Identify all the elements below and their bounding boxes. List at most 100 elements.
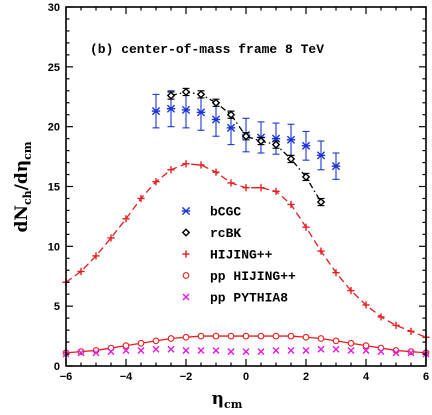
y-tick-label: 0 bbox=[54, 361, 60, 373]
series-line-rcbk bbox=[170, 91, 322, 203]
data-point bbox=[137, 339, 145, 347]
y-axis-label: dNch/dηcm bbox=[12, 141, 34, 232]
data-point bbox=[362, 342, 370, 350]
legend-label: rcBK bbox=[210, 226, 241, 241]
legend-item-pp-hijingplusplus: pp HIJING++ bbox=[182, 269, 296, 284]
series-layer bbox=[62, 87, 430, 358]
y-tick-label: 5 bbox=[54, 301, 60, 313]
data-point bbox=[347, 339, 355, 347]
series-rcbk bbox=[166, 87, 326, 207]
data-point bbox=[272, 346, 280, 354]
data-point bbox=[137, 346, 145, 354]
data-point bbox=[287, 200, 295, 209]
data-point bbox=[182, 160, 190, 168]
data-point bbox=[347, 346, 355, 354]
y-tick-label: 10 bbox=[48, 241, 60, 253]
data-point bbox=[196, 90, 206, 99]
data-point bbox=[152, 178, 160, 186]
data-point bbox=[407, 348, 415, 355]
data-point bbox=[166, 91, 176, 100]
legend-marker bbox=[182, 250, 190, 258]
data-point bbox=[227, 348, 235, 356]
x-axis-label-main: η bbox=[212, 389, 224, 409]
data-point bbox=[212, 168, 220, 176]
data-point bbox=[151, 107, 161, 116]
data-point bbox=[347, 287, 355, 295]
data-point bbox=[227, 179, 235, 187]
legend-label: bCGC bbox=[210, 205, 241, 220]
data-point bbox=[241, 132, 251, 141]
data-point bbox=[212, 332, 220, 340]
data-point bbox=[197, 161, 205, 169]
data-point bbox=[166, 104, 176, 113]
data-point bbox=[92, 252, 100, 260]
data-point bbox=[77, 349, 85, 357]
data-point bbox=[407, 327, 415, 335]
data-point bbox=[227, 332, 235, 340]
data-point bbox=[377, 348, 385, 356]
legend-marker bbox=[181, 206, 191, 216]
chart-title: (b) center-of-mass frame 8 TeV bbox=[90, 42, 324, 57]
data-point bbox=[181, 105, 191, 115]
tick-layer: −6 −4 −2 0 2 4 6 0 5 10 15 20 25 30 bbox=[48, 2, 429, 383]
data-point bbox=[317, 345, 325, 353]
data-point bbox=[167, 335, 175, 342]
data-point bbox=[301, 172, 311, 182]
data-point bbox=[196, 108, 206, 117]
x-axis-label-sub: cm bbox=[224, 398, 243, 411]
data-point bbox=[301, 141, 311, 150]
data-point bbox=[242, 184, 250, 192]
x-tick-label: −6 bbox=[60, 371, 73, 383]
legend-label: pp PYTHIA8 bbox=[210, 291, 288, 306]
data-point bbox=[167, 345, 175, 353]
y-tick-label: 30 bbox=[48, 2, 60, 14]
data-point bbox=[287, 346, 295, 354]
data-point bbox=[331, 162, 341, 171]
data-point bbox=[362, 301, 370, 309]
data-point bbox=[271, 140, 281, 149]
y-tick-label: 15 bbox=[48, 182, 60, 194]
data-point bbox=[377, 313, 385, 321]
y-tick-label: 20 bbox=[48, 122, 60, 134]
data-point bbox=[107, 234, 115, 242]
x-tick-label: 0 bbox=[243, 371, 249, 383]
data-point bbox=[257, 348, 265, 356]
data-point bbox=[332, 345, 340, 353]
data-point bbox=[182, 346, 190, 354]
x-tick-label: 4 bbox=[363, 371, 370, 383]
data-point bbox=[407, 349, 415, 357]
data-point bbox=[212, 346, 220, 354]
series-pp-pythia8 bbox=[62, 345, 430, 358]
data-point bbox=[107, 348, 115, 356]
legend: bCGC rcBK HIJING++ pp HIJING++ pp PYTHIA8 bbox=[181, 205, 296, 306]
data-point bbox=[257, 184, 265, 192]
data-point bbox=[316, 197, 326, 207]
y-axis-label-sub2: cm bbox=[21, 141, 34, 160]
x-tick-label: −2 bbox=[180, 371, 193, 383]
series-bcgc bbox=[151, 90, 341, 180]
data-point bbox=[242, 332, 250, 340]
data-point bbox=[152, 345, 160, 353]
data-point bbox=[226, 110, 236, 119]
data-point bbox=[167, 166, 175, 174]
data-point bbox=[392, 349, 400, 357]
data-point bbox=[77, 348, 85, 355]
data-point bbox=[226, 123, 236, 132]
data-point bbox=[152, 337, 160, 345]
data-point bbox=[211, 115, 221, 124]
data-point bbox=[286, 135, 296, 144]
x-tick-label: −4 bbox=[120, 371, 133, 383]
data-point bbox=[272, 332, 280, 340]
data-point bbox=[92, 349, 100, 357]
data-point bbox=[256, 136, 266, 146]
data-point bbox=[287, 332, 295, 340]
legend-marker bbox=[182, 272, 190, 279]
data-point bbox=[317, 247, 325, 255]
data-point bbox=[182, 333, 190, 341]
data-point bbox=[181, 87, 191, 97]
data-point bbox=[197, 346, 205, 354]
data-point bbox=[272, 187, 280, 195]
data-point bbox=[286, 154, 296, 164]
data-point bbox=[257, 332, 265, 340]
